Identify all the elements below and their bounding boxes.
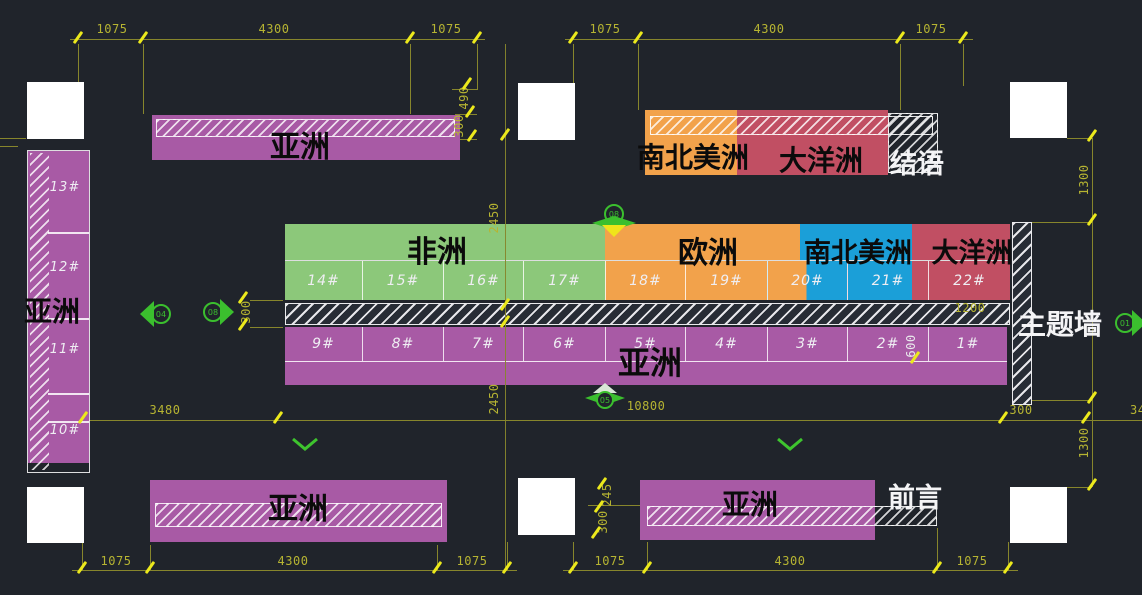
booth-6: 6# (523, 327, 605, 361)
booth-8: 8# (362, 327, 443, 361)
dim-top-1075b: 1075 (430, 22, 462, 36)
marker-08-top-icon: 08 (592, 204, 636, 237)
booth-1: 1# (928, 327, 1007, 361)
booth-3: 3# (767, 327, 847, 361)
booth-10: 10# (49, 423, 81, 438)
dim-line-top-left (70, 39, 485, 40)
asia-center-band (285, 327, 1007, 385)
zone-label-oceania-top: 大洋洲 (779, 144, 864, 177)
asia-bottom-left-hatch (155, 503, 442, 527)
dim-bot-1075c: 1075 (594, 554, 626, 568)
column-top-right (1010, 82, 1067, 138)
booth-17: 17# (523, 261, 605, 300)
asia-left-column (27, 150, 90, 473)
booth-22: 22# (928, 261, 1010, 300)
annotation-preface: 前言 (888, 483, 942, 514)
annotation-conclusion: 结语 (890, 149, 944, 180)
africa-band (285, 224, 605, 260)
zone-label-oceania: 大洋洲 (931, 238, 1013, 269)
dim-300-topbar: 300 (452, 114, 466, 138)
dim-line-bottom-left (72, 570, 517, 571)
zone-label-asia-top: 亚洲 (270, 130, 330, 165)
booth-9: 9# (312, 336, 335, 352)
booth-18: 18# (605, 261, 685, 300)
booth-11: 11# (49, 342, 81, 357)
dim-top-4300a: 4300 (258, 22, 290, 36)
booth-21: 21# (847, 261, 928, 300)
zone-label-asia-center: 亚洲 (618, 344, 683, 382)
svg-text:08: 08 (208, 308, 218, 317)
theme-wall-right-strip (1012, 222, 1032, 405)
marker-08-left-icon: 08 (203, 299, 234, 325)
svg-text:04: 04 (156, 310, 166, 319)
svg-text:05: 05 (600, 396, 610, 405)
americas-band (800, 224, 912, 260)
zone-label-asia-left: 亚洲 (24, 295, 81, 328)
zone-label-europe: 欧洲 (678, 236, 738, 271)
dim-line-right (1092, 138, 1093, 487)
booth-19: 19# (685, 261, 767, 300)
column-bottom-middle (518, 478, 575, 535)
booth-row-bottom: 9# 8# 7# 6# 5# 4# 3# 2# 1# (285, 327, 1007, 362)
svg-text:08: 08 (609, 210, 619, 219)
asia-top-bar-hatch (156, 119, 455, 137)
column-top-left (27, 82, 84, 139)
dim-1200: 1200 (954, 301, 986, 315)
oceania-band (912, 224, 1010, 260)
booth-15: 15# (362, 261, 443, 300)
booth-5: 5# (605, 327, 685, 361)
zone-label-africa: 非洲 (407, 235, 467, 270)
dim-3480-clipped: 3480 (1130, 403, 1142, 417)
booth-16: 16# (443, 261, 523, 300)
booth-4: 4# (685, 327, 767, 361)
booth-20: 20# (767, 261, 847, 300)
zone-label-asia-bottom-left: 亚洲 (268, 492, 328, 527)
booth-row-top: 14# 15# 16# 17# 18# 19# 20# 21# 22# (285, 260, 1010, 300)
marker-05-icon: 05 (585, 383, 625, 409)
dim-line-top-right (565, 39, 973, 40)
booth-7: 7# (443, 327, 523, 361)
preface-hatch-strip (647, 506, 937, 526)
dim-bot-1075a: 1075 (100, 554, 132, 568)
dim-right-1300b: 1300 (1077, 427, 1091, 459)
column-bottom-left (27, 487, 84, 543)
booth-14: 14# (285, 261, 362, 300)
dim-top-1075d: 1075 (915, 22, 947, 36)
dim-300-right: 300 (1009, 403, 1033, 417)
svg-text:01: 01 (1120, 319, 1130, 328)
dim-line-mid-horizontal (88, 420, 1142, 421)
column-bottom-right (1010, 487, 1067, 543)
zone-label-americas-top: 南北美洲 (637, 141, 750, 174)
column-top-middle (518, 83, 575, 140)
top-right-bar-hatch (650, 116, 933, 135)
dim-line-center-vertical (505, 44, 506, 570)
dim-10800: 10800 (626, 399, 666, 413)
chevron-marker-left-icon (292, 437, 318, 451)
europe-band (605, 224, 800, 260)
dim-top-1075c: 1075 (589, 22, 621, 36)
dim-line-bottom-right (563, 570, 1018, 571)
dim-bot-1075d: 1075 (956, 554, 988, 568)
booth-13: 13# (49, 180, 81, 195)
annotation-theme-wall: 主题墙 (1018, 308, 1103, 341)
chevron-marker-right-icon (777, 437, 803, 451)
dim-right-1300a: 1300 (1077, 164, 1091, 196)
marker-04-icon: 04 (140, 301, 171, 327)
dim-top-4300b: 4300 (753, 22, 785, 36)
dim-bot-4300b: 4300 (774, 554, 806, 568)
dim-3480: 3480 (149, 403, 181, 417)
zone-label-americas: 南北美洲 (804, 238, 912, 269)
theme-wall-strip (285, 303, 1010, 325)
booth-12: 12# (49, 260, 81, 275)
booth-2: 2# (847, 327, 928, 361)
dim-bot-1075b: 1075 (456, 554, 488, 568)
marker-01-icon: 01 (1115, 310, 1142, 336)
dim-2450a: 2450 (487, 202, 501, 234)
asia-left-hatch (30, 153, 49, 470)
dim-bot-4300a: 4300 (277, 554, 309, 568)
dim-2450b: 2450 (487, 383, 501, 415)
zone-label-asia-bottom-right: 亚洲 (722, 488, 779, 521)
dim-top-1075a: 1075 (96, 22, 128, 36)
